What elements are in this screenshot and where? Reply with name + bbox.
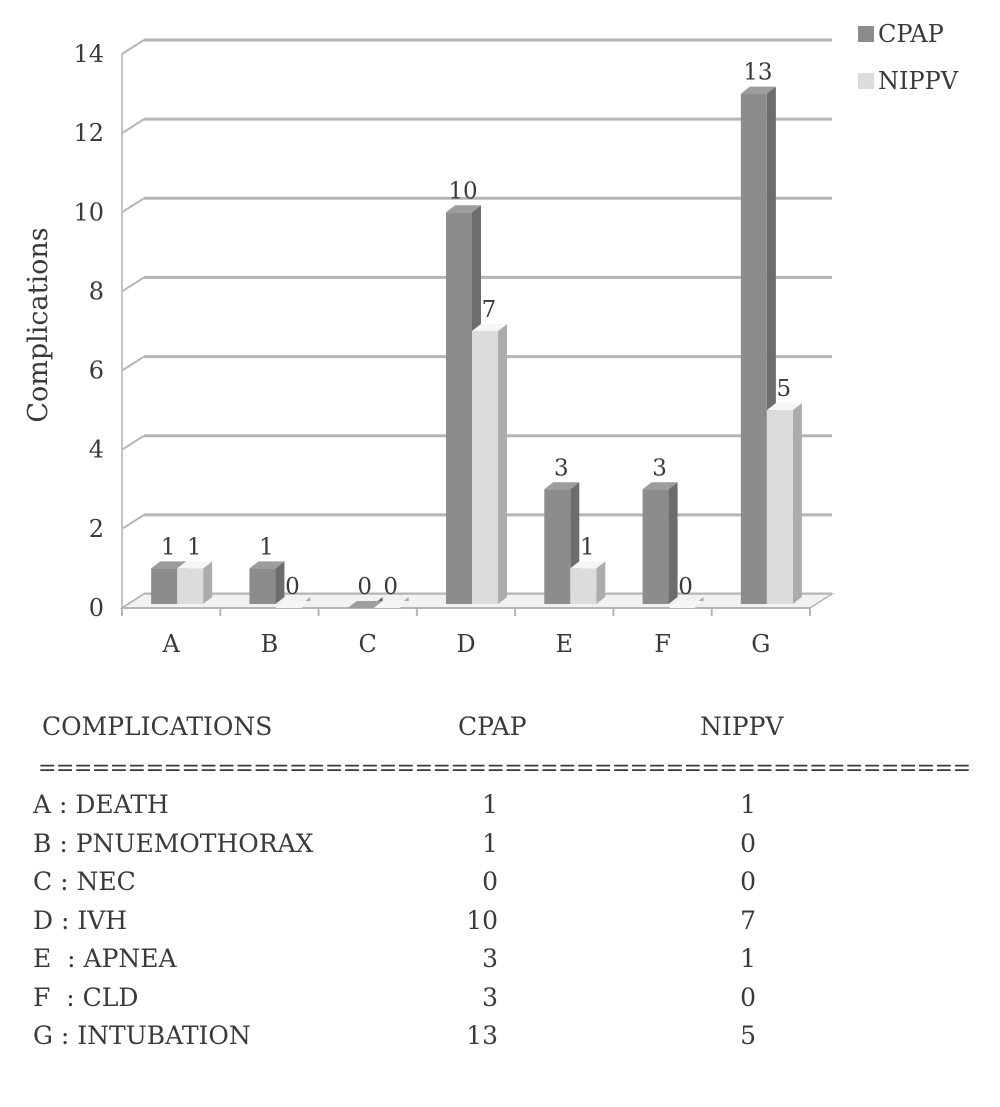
bar-nippv-d xyxy=(472,324,507,604)
table-row-cpap: 13 xyxy=(466,1021,498,1050)
data-label-nippv-b: 0 xyxy=(285,574,300,600)
table-row-nippv: 1 xyxy=(740,944,756,973)
legend: CPAP NIPPV xyxy=(858,20,959,95)
y-tick-labels: 0 2 4 6 8 10 12 14 xyxy=(73,40,104,622)
bar-nippv-e xyxy=(570,561,606,604)
table-row-cpap: 1 xyxy=(482,790,498,819)
x-tick-label: E xyxy=(556,630,574,658)
x-tick-label: A xyxy=(161,630,180,658)
table-row-label: C : NEC xyxy=(33,867,136,896)
table-header-nippv: NIPPV xyxy=(700,712,784,741)
table-row-nippv: 5 xyxy=(740,1021,756,1050)
y-axis-label: Complications xyxy=(23,227,54,422)
data-label-cpap-g: 13 xyxy=(743,60,772,86)
y-tick-label: 12 xyxy=(73,119,104,147)
y-tick-label: 4 xyxy=(89,436,104,464)
x-tick-label: B xyxy=(261,630,279,658)
data-label-cpap-a: 1 xyxy=(161,534,176,560)
bar-nippv-f xyxy=(668,597,704,608)
data-label-cpap-f: 3 xyxy=(652,455,667,481)
x-tick-label: C xyxy=(359,630,377,658)
table-row-label: E : APNEA xyxy=(33,944,177,973)
table-row-label: D : IVH xyxy=(33,905,128,935)
data-label-cpap-d: 10 xyxy=(448,178,477,204)
bar-nippv-a xyxy=(177,561,213,604)
data-label-cpap-e: 3 xyxy=(554,455,569,481)
table-row-cpap: 0 xyxy=(482,867,498,896)
bar-cpap-c xyxy=(347,597,383,608)
table-row-nippv: 0 xyxy=(740,828,756,858)
x-tick-labels: A B C D E F G xyxy=(161,630,770,658)
x-tick-label: D xyxy=(456,630,475,658)
bar-nippv-g xyxy=(766,403,802,604)
bars xyxy=(151,86,802,608)
table-row-cpap: 1 xyxy=(482,828,498,858)
data-label-nippv-g: 5 xyxy=(777,376,792,402)
gridline-side xyxy=(121,434,145,451)
table-row-label: F : CLD xyxy=(33,982,139,1012)
bar-nippv-b xyxy=(275,597,311,608)
legend-label-cpap: CPAP xyxy=(878,20,944,48)
data-table: COMPLICATIONS CPAP NIPPV xyxy=(0,700,1000,1080)
table-row-label: A : DEATH xyxy=(33,790,169,819)
gridline-side xyxy=(121,197,145,214)
gridline-side xyxy=(121,355,145,372)
table-row-label: B : PNUEMOTHORAX xyxy=(33,828,314,858)
bar-nippv-c xyxy=(373,597,409,608)
y-tick-label: 6 xyxy=(89,357,104,385)
table-row-cpap: 3 xyxy=(482,982,498,1012)
data-label-cpap-b: 1 xyxy=(259,534,274,560)
y-tick-label: 8 xyxy=(89,277,104,305)
table-row-label: G : INTUBATION xyxy=(33,1021,251,1050)
gridline-side xyxy=(121,276,145,293)
gridline-side xyxy=(121,514,145,530)
legend-swatch-cpap xyxy=(858,26,874,42)
gridline-side xyxy=(121,39,145,55)
legend-label-nippv: NIPPV xyxy=(878,67,959,95)
data-label-cpap-c: 0 xyxy=(357,574,372,600)
x-tick-label: F xyxy=(654,630,671,658)
data-label-nippv-a: 1 xyxy=(187,534,202,560)
y-tick-label: 10 xyxy=(73,198,104,226)
table-row-cpap: 10 xyxy=(466,905,498,935)
table-header-cpap: CPAP xyxy=(458,712,527,741)
data-label-nippv-d: 7 xyxy=(482,297,497,323)
y-tick-label: 14 xyxy=(73,40,104,68)
table-header-complications: COMPLICATIONS xyxy=(42,712,273,741)
data-label-nippv-c: 0 xyxy=(383,574,398,600)
x-tick-label: G xyxy=(751,630,770,658)
data-label-nippv-e: 1 xyxy=(580,534,595,560)
table-row-nippv: 1 xyxy=(740,790,756,819)
gridline-side xyxy=(121,118,145,134)
y-tick-label: 2 xyxy=(89,515,104,543)
table-row-nippv: 7 xyxy=(740,905,756,935)
bar-cpap-b xyxy=(249,561,285,604)
table-row-nippv: 0 xyxy=(740,867,756,896)
legend-swatch-nippv xyxy=(858,73,874,89)
table-row-cpap: 3 xyxy=(482,944,498,973)
data-label-nippv-f: 0 xyxy=(678,574,693,600)
y-tick-label: 0 xyxy=(89,594,104,622)
table-row-nippv: 0 xyxy=(740,982,756,1012)
table-separator: ========================================… xyxy=(38,756,973,781)
bar-cpap-f xyxy=(642,482,678,604)
